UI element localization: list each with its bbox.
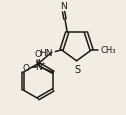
Text: O: O [35,49,42,58]
Text: HN: HN [39,48,53,57]
Text: N: N [35,63,42,72]
Text: N: N [61,2,67,10]
Text: ⁻: ⁻ [40,48,44,57]
Text: +: + [41,60,45,65]
Text: O: O [23,63,30,72]
Text: CH₃: CH₃ [100,46,116,55]
Text: S: S [74,64,80,74]
